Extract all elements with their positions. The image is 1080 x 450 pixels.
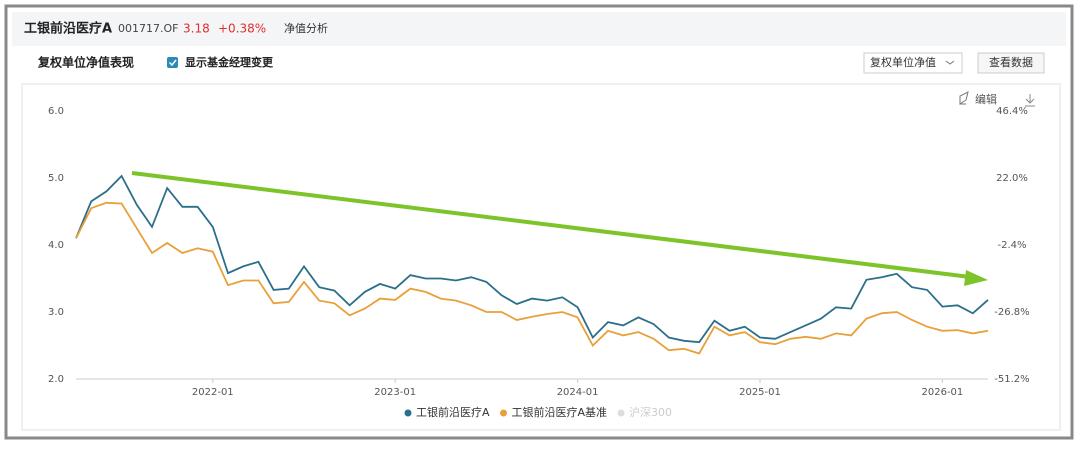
dropdown-arrow [945, 60, 955, 65]
series-line [75, 174, 989, 344]
dropdown-label: 复权单位净值 [870, 55, 936, 69]
y2-tick-label: -26.8% [994, 307, 1029, 318]
trend-arrow [131, 171, 971, 279]
fund-name: 工银前沿医疗A [24, 21, 112, 37]
x-tick-label: 2025-01 [739, 387, 781, 398]
series-line [75, 201, 989, 355]
x-tick-label: 2026-01 [922, 387, 964, 398]
y-tick-label: 3.0 [48, 307, 64, 318]
legend-marker [617, 409, 625, 417]
x-tick-label: 2024-01 [557, 387, 599, 398]
y-tick-label: 5.0 [48, 173, 64, 184]
trend-arrowhead [964, 270, 988, 286]
edit-label[interactable]: 编辑 [975, 92, 997, 106]
checkbox[interactable] [167, 57, 178, 68]
download-icon[interactable] [1025, 94, 1035, 107]
tab[interactable]: 净值分析 [284, 21, 328, 35]
button-label: 查看数据 [989, 55, 1033, 69]
legend-label: 工银前沿医疗A基准 [512, 405, 608, 419]
button[interactable] [977, 52, 1045, 74]
y-tick-label: 4.0 [48, 240, 64, 251]
check-icon [168, 59, 177, 67]
legend-label: 工银前沿医疗A [416, 405, 490, 419]
y-tick-label: 6.0 [48, 106, 64, 117]
legend-marker [404, 409, 412, 417]
y2-tick-label: -2.4% [997, 240, 1026, 251]
y2-tick-label: 22.0% [996, 173, 1028, 184]
legend-marker [500, 409, 508, 417]
fund-code: 001717.OF [118, 22, 178, 35]
dropdown[interactable] [863, 52, 963, 74]
x-tick-label: 2022-01 [192, 387, 234, 398]
legend-label: 沪深300 [629, 405, 672, 419]
y-tick-label: 2.0 [48, 374, 64, 385]
chart-panel [21, 83, 1061, 431]
nav: 3.18 [183, 22, 210, 36]
section-title: 复权单位净值表现 [37, 55, 134, 70]
edit-icon [959, 91, 969, 105]
y2-tick-label: 46.4% [996, 106, 1028, 117]
checkbox-label: 显示基金经理变更 [185, 55, 274, 69]
x-tick-label: 2023-01 [374, 387, 416, 398]
header-bar [12, 12, 1066, 46]
change: +0.38% [218, 22, 266, 36]
y2-tick-label: -51.2% [994, 374, 1029, 385]
